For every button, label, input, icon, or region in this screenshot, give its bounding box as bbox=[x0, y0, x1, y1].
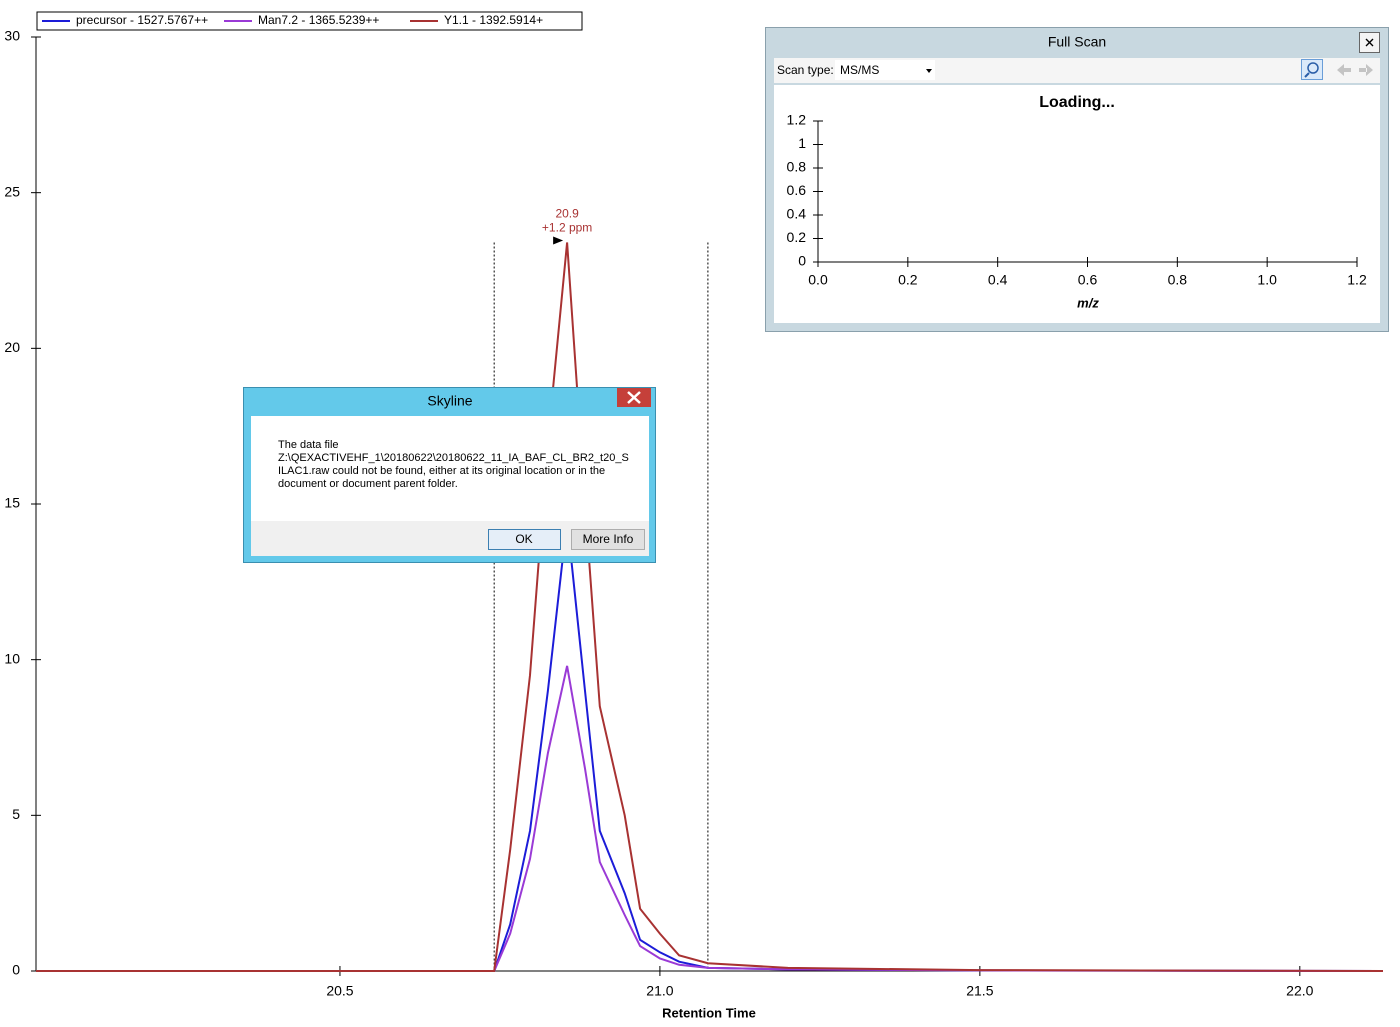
spectrum-x-tick-label: 0.4 bbox=[988, 272, 1008, 288]
spectrum-y-tick-label: 0.4 bbox=[787, 206, 807, 222]
x-tick-label: 20.5 bbox=[326, 983, 353, 999]
dialog-close-icon bbox=[627, 391, 641, 404]
forward-button[interactable] bbox=[1359, 64, 1373, 76]
dialog-message: The data file bbox=[278, 439, 339, 451]
scan-type-combo[interactable] bbox=[835, 60, 935, 80]
zoom-icon bbox=[1307, 62, 1319, 74]
y-tick-label: 15 bbox=[4, 495, 20, 511]
back-button[interactable] bbox=[1337, 64, 1351, 76]
panel-title: Full Scan bbox=[1048, 34, 1106, 50]
spectrum-x-tick-label: 1.2 bbox=[1347, 272, 1367, 288]
spectrum-y-tick-label: 1 bbox=[798, 135, 806, 151]
y-tick-label: 20 bbox=[4, 339, 20, 355]
ok-button-label: OK bbox=[515, 532, 532, 546]
x-axis-label: Retention Time bbox=[662, 1005, 756, 1020]
y-tick-label: 30 bbox=[4, 28, 20, 44]
more-info-button-label: More Info bbox=[583, 532, 634, 546]
x-tick-label: 21.5 bbox=[966, 983, 993, 999]
zoom-icon-handle bbox=[1304, 72, 1310, 78]
close-icon bbox=[1365, 38, 1374, 47]
combo-arrow bbox=[926, 69, 932, 73]
spectrum-y-tick-label: 0 bbox=[798, 253, 806, 269]
spectrum-x-tick-label: 0.8 bbox=[1168, 272, 1188, 288]
spectrum-y-tick-label: 0.2 bbox=[787, 229, 807, 245]
legend-label: precursor - 1527.5767++ bbox=[76, 13, 208, 27]
spectrum-x-tick-label: 1.0 bbox=[1257, 272, 1277, 288]
dialog-message: ILAC1.raw could not be found, either at … bbox=[278, 465, 605, 477]
status-text: Loading... bbox=[1039, 94, 1115, 111]
spectrum-x-tick-label: 0.2 bbox=[898, 272, 918, 288]
spectrum-y-tick-label: 0.8 bbox=[787, 159, 807, 175]
spectrum-area bbox=[774, 85, 1380, 323]
x-tick-label: 21.0 bbox=[646, 983, 673, 999]
ok-button[interactable] bbox=[488, 529, 561, 550]
spectrum-y-tick-label: 0.6 bbox=[787, 182, 807, 198]
series-line bbox=[36, 242, 1384, 972]
full-scan-panel: Full Scan Scan type: MS/MS Loading... m/… bbox=[765, 27, 1389, 332]
more-info-button[interactable] bbox=[571, 529, 645, 550]
scan-type-label: Scan type: bbox=[777, 63, 834, 77]
annotation-text: 20.9 bbox=[555, 207, 579, 221]
dialog-body bbox=[251, 416, 649, 521]
spectrum-y-tick-label: 1.2 bbox=[787, 112, 807, 128]
dialog-message: Z:\QEXACTIVEHF_1\20180622\20180622_11_IA… bbox=[278, 452, 629, 464]
annotation-text: +1.2 ppm bbox=[542, 221, 592, 235]
spectrum-x-tick-label: 0.6 bbox=[1078, 272, 1098, 288]
error-dialog: Skyline The data file Z:\QEXACTIVEHF_1\2… bbox=[243, 387, 656, 563]
x-tick-label: 22.0 bbox=[1286, 983, 1313, 999]
dialog-message: document or document parent folder. bbox=[278, 478, 458, 490]
scan-type-value: MS/MS bbox=[840, 63, 879, 77]
legend-box bbox=[36, 11, 583, 31]
legend-label: Man7.2 - 1365.5239++ bbox=[258, 13, 379, 27]
spectrum-x-label: m/z bbox=[1077, 295, 1099, 310]
y-tick-label: 5 bbox=[12, 806, 20, 822]
legend-label: Y1.1 - 1392.5914+ bbox=[444, 13, 543, 27]
y-tick-label: 25 bbox=[4, 183, 20, 199]
y-tick-label: 0 bbox=[12, 962, 20, 978]
y-tick-label: 10 bbox=[4, 650, 20, 666]
series-line bbox=[36, 519, 1384, 972]
dialog-title: Skyline bbox=[427, 393, 472, 409]
annotation-marker bbox=[553, 236, 564, 245]
spectrum-x-tick-label: 0.0 bbox=[808, 272, 828, 288]
series-line bbox=[36, 665, 1384, 972]
